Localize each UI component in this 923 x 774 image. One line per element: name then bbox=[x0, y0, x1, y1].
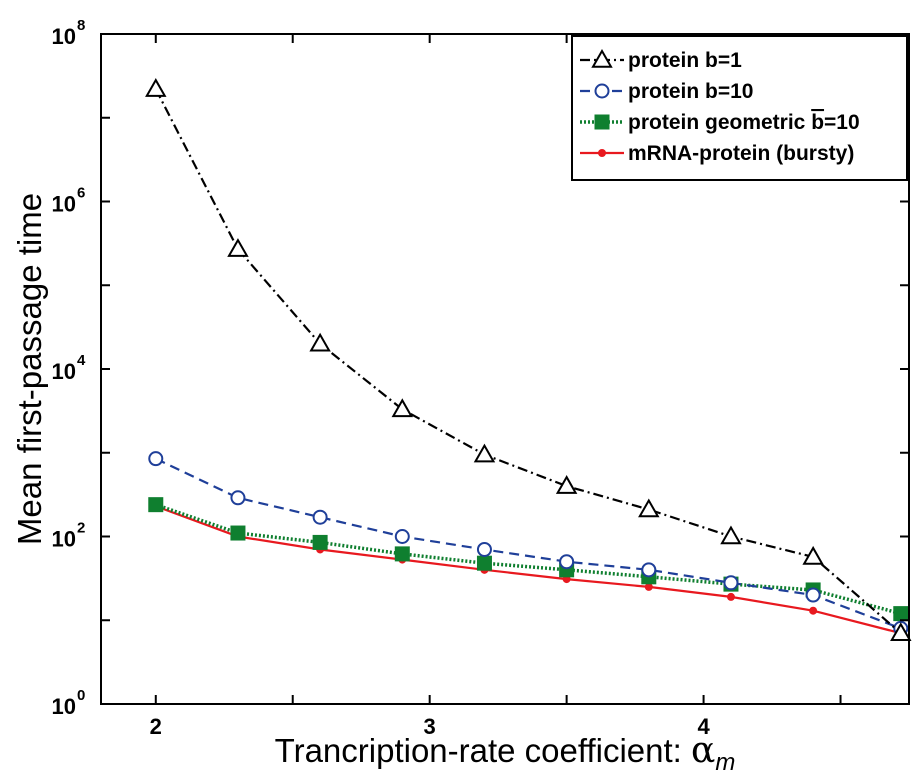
data-point bbox=[230, 525, 246, 541]
legend-box bbox=[571, 35, 908, 181]
y-tick-label-exponent: 2 bbox=[77, 520, 85, 537]
legend-label-overline: b bbox=[811, 111, 824, 134]
y-tick-label-base: 10 bbox=[52, 694, 76, 719]
legend-marker bbox=[591, 48, 613, 68]
y-tick-label: 10 2 bbox=[52, 520, 86, 552]
data-point bbox=[309, 332, 331, 352]
series-1 bbox=[145, 78, 912, 641]
y-tick-label-exponent: 0 bbox=[77, 687, 85, 704]
legend-marker bbox=[598, 149, 606, 157]
data-point bbox=[805, 587, 821, 603]
data-point bbox=[890, 622, 912, 641]
series-layer bbox=[145, 78, 912, 641]
legend-label-text: protein geometric bbox=[628, 111, 811, 134]
series-line bbox=[155, 505, 902, 635]
legend-entry-3: protein geometric b=10 bbox=[580, 111, 860, 134]
series-line bbox=[155, 457, 902, 630]
data-point bbox=[230, 490, 246, 506]
legend-entry-4: mRNA-protein (bursty) bbox=[580, 142, 854, 165]
data-point bbox=[476, 541, 492, 557]
data-point bbox=[893, 606, 909, 622]
series-line bbox=[155, 503, 902, 616]
y-tick-label-base: 10 bbox=[52, 527, 76, 552]
legend-label: mRNA-protein (bursty) bbox=[628, 142, 854, 165]
x-tick-label: 2 bbox=[150, 714, 162, 739]
legend-label: protein b=1 bbox=[628, 49, 742, 72]
data-point bbox=[726, 592, 735, 601]
x-axis-title: Trancription-rate coefficient: αm bbox=[275, 730, 736, 774]
series-line bbox=[154, 88, 902, 635]
data-point bbox=[312, 509, 328, 525]
series-4 bbox=[151, 502, 905, 638]
legend-label: protein geometric b=10 bbox=[628, 111, 860, 134]
data-point bbox=[809, 606, 818, 615]
data-point bbox=[644, 582, 653, 591]
y-tick-label-exponent: 4 bbox=[77, 352, 86, 369]
data-point bbox=[638, 498, 660, 518]
legend-label-text: protein b=1 bbox=[628, 49, 742, 72]
y-axis-title: Mean first-passage time bbox=[11, 193, 48, 545]
y-tick-label: 10 0 bbox=[52, 687, 86, 719]
y-tick-label-exponent: 6 bbox=[77, 185, 85, 202]
y-tick-label: 10 4 bbox=[52, 352, 86, 384]
legend-label-text: mRNA-protein (bursty) bbox=[628, 142, 854, 165]
data-point bbox=[802, 545, 824, 565]
legend: protein b=1 protein b=10 protein geometric… bbox=[571, 35, 908, 181]
data-point bbox=[227, 238, 249, 257]
x-tick-label: 3 bbox=[424, 714, 436, 739]
y-tick-label-base: 10 bbox=[52, 24, 76, 49]
data-point bbox=[473, 443, 496, 463]
data-point bbox=[723, 575, 739, 591]
legend-label-text: protein b=10 bbox=[628, 80, 753, 103]
x-axis-title-symbol: α bbox=[691, 730, 715, 771]
legend-label: protein b=10 bbox=[628, 80, 753, 103]
x-tick-label: 4 bbox=[697, 714, 710, 739]
data-point bbox=[641, 562, 657, 578]
series-3 bbox=[148, 497, 909, 622]
x-axis-title-text: Trancription-rate coefficient: bbox=[275, 732, 691, 769]
legend-label-suffix: =10 bbox=[824, 111, 860, 134]
data-point bbox=[476, 555, 492, 571]
data-point bbox=[148, 497, 164, 513]
series-2 bbox=[148, 451, 909, 636]
data-point bbox=[720, 525, 742, 545]
data-point bbox=[394, 529, 410, 544]
y-tick-label: 10 6 bbox=[52, 185, 86, 217]
y-tick-label-base: 10 bbox=[52, 359, 76, 384]
x-axis-title-subscript: m bbox=[715, 749, 735, 774]
y-tick-label-base: 10 bbox=[52, 192, 76, 217]
data-point bbox=[148, 451, 164, 467]
legend-marker bbox=[594, 83, 610, 99]
data-point bbox=[145, 78, 167, 97]
y-tick-label: 10 8 bbox=[52, 17, 86, 49]
data-point bbox=[394, 546, 410, 562]
data-point bbox=[555, 475, 578, 494]
data-point bbox=[559, 554, 575, 570]
data-point bbox=[391, 398, 414, 418]
legend-entry-1: protein b=1 bbox=[580, 48, 742, 72]
legend-marker bbox=[594, 114, 610, 130]
legend-entry-2: protein b=10 bbox=[580, 80, 753, 103]
y-tick-label-exponent: 8 bbox=[77, 17, 85, 34]
data-point bbox=[312, 534, 328, 550]
